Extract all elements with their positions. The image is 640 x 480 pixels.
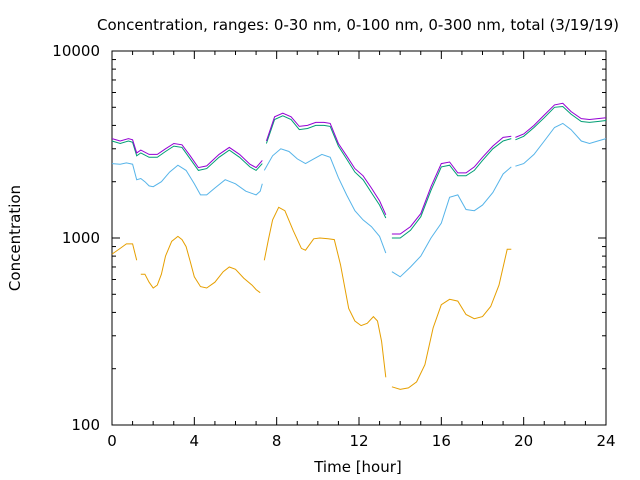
y-tick-label-1000: 1000	[62, 229, 100, 247]
tick-labels-layer: 0 4 8 12 16 20 24 100 1000 10000	[52, 42, 615, 450]
x-tick-label-24: 24	[596, 432, 615, 450]
chart-title: Concentration, ranges: 0-30 nm, 0-100 nm…	[97, 16, 619, 34]
series-line-2-segment-2	[391, 138, 512, 239]
series-line-3-segment-3	[515, 102, 607, 138]
series-line-2-segment-3	[515, 105, 607, 141]
x-tick-label-0: 0	[107, 432, 117, 450]
series-line-1-segment-2	[391, 166, 512, 278]
series-line-1-segment-3	[515, 122, 607, 167]
x-tick-label-12: 12	[349, 432, 368, 450]
x-tick-label-16: 16	[432, 432, 451, 450]
series-line-3-segment-1	[265, 112, 387, 216]
y-axis-label: Concentration	[6, 185, 24, 291]
series-line-3-segment-2	[391, 135, 512, 235]
series-line-2-segment-1	[265, 115, 387, 219]
series-line-0-segment-1	[140, 235, 261, 294]
series-line-0-segment-0	[111, 243, 138, 261]
series-line-1-segment-0	[111, 162, 263, 196]
series-line-2-segment-0	[111, 140, 263, 172]
y-tick-label-10000: 10000	[52, 42, 100, 60]
y-tick-label-100: 100	[71, 416, 100, 434]
ticks-layer	[111, 51, 607, 426]
plot-frame	[111, 50, 607, 426]
x-tick-label-8: 8	[272, 432, 282, 450]
series-line-1-segment-1	[263, 148, 387, 254]
series-layer	[111, 102, 607, 390]
x-tick-label-4: 4	[190, 432, 200, 450]
x-axis-label: Time [hour]	[313, 458, 402, 476]
series-line-0-segment-3	[391, 248, 512, 390]
x-tick-label-20: 20	[514, 432, 533, 450]
series-line-0-segment-2	[263, 206, 387, 378]
series-line-3-segment-0	[111, 138, 263, 169]
